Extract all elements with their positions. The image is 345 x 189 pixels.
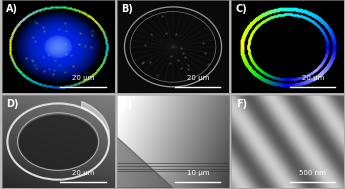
- Circle shape: [43, 34, 73, 59]
- Circle shape: [44, 35, 72, 59]
- Circle shape: [47, 37, 70, 57]
- Circle shape: [47, 37, 70, 56]
- Circle shape: [56, 45, 61, 49]
- Circle shape: [31, 25, 85, 69]
- Circle shape: [46, 37, 71, 57]
- Ellipse shape: [19, 115, 98, 170]
- Text: E): E): [121, 99, 132, 109]
- Circle shape: [50, 40, 66, 54]
- Circle shape: [54, 44, 62, 50]
- Circle shape: [57, 46, 59, 48]
- Circle shape: [56, 45, 60, 49]
- Circle shape: [49, 39, 67, 54]
- Circle shape: [30, 24, 86, 70]
- Text: 20 μm: 20 μm: [302, 75, 324, 81]
- Circle shape: [40, 32, 77, 62]
- Circle shape: [47, 38, 69, 56]
- Circle shape: [45, 36, 72, 58]
- Circle shape: [49, 40, 67, 54]
- Circle shape: [45, 36, 72, 58]
- Circle shape: [37, 29, 79, 64]
- Circle shape: [39, 31, 78, 63]
- Text: 20 μm: 20 μm: [72, 75, 94, 81]
- Circle shape: [57, 46, 60, 48]
- Circle shape: [35, 28, 81, 66]
- Circle shape: [49, 39, 68, 55]
- Circle shape: [51, 41, 65, 53]
- Text: B): B): [121, 4, 133, 14]
- Circle shape: [46, 36, 71, 57]
- Circle shape: [52, 42, 64, 52]
- Circle shape: [43, 35, 73, 59]
- Circle shape: [48, 38, 68, 55]
- Circle shape: [53, 43, 63, 51]
- Circle shape: [35, 28, 81, 66]
- Circle shape: [58, 46, 59, 47]
- Circle shape: [42, 34, 74, 60]
- Text: C): C): [236, 4, 248, 14]
- Circle shape: [30, 24, 86, 70]
- Circle shape: [51, 41, 66, 53]
- Circle shape: [38, 30, 79, 64]
- Circle shape: [54, 43, 62, 50]
- Circle shape: [48, 39, 68, 55]
- Circle shape: [57, 46, 59, 48]
- Circle shape: [51, 41, 65, 53]
- Circle shape: [31, 25, 85, 69]
- Circle shape: [55, 44, 62, 50]
- Circle shape: [33, 26, 83, 67]
- Circle shape: [41, 33, 75, 61]
- Circle shape: [39, 31, 77, 63]
- Circle shape: [34, 27, 82, 67]
- Text: D): D): [6, 99, 19, 109]
- Text: 20 μm: 20 μm: [187, 75, 209, 81]
- Text: 20 μm: 20 μm: [72, 170, 94, 176]
- Circle shape: [37, 29, 80, 65]
- Circle shape: [50, 40, 66, 53]
- Circle shape: [52, 42, 65, 52]
- Circle shape: [41, 33, 76, 61]
- Text: 500 nm: 500 nm: [299, 170, 326, 176]
- Text: A): A): [6, 4, 18, 14]
- Text: 10 μm: 10 μm: [187, 170, 209, 176]
- Circle shape: [53, 43, 63, 51]
- Circle shape: [55, 44, 61, 50]
- Circle shape: [36, 29, 80, 65]
- Circle shape: [48, 38, 69, 56]
- Circle shape: [55, 44, 61, 49]
- Circle shape: [46, 37, 70, 57]
- Circle shape: [38, 30, 78, 64]
- Circle shape: [32, 25, 84, 68]
- Polygon shape: [117, 137, 173, 188]
- Circle shape: [40, 32, 76, 62]
- Circle shape: [52, 42, 64, 52]
- Circle shape: [42, 33, 75, 60]
- Circle shape: [33, 26, 83, 68]
- Text: F): F): [236, 99, 247, 109]
- Circle shape: [49, 40, 67, 54]
- Circle shape: [56, 45, 60, 48]
- Circle shape: [53, 42, 63, 51]
- Circle shape: [34, 27, 82, 67]
- Circle shape: [45, 36, 71, 58]
